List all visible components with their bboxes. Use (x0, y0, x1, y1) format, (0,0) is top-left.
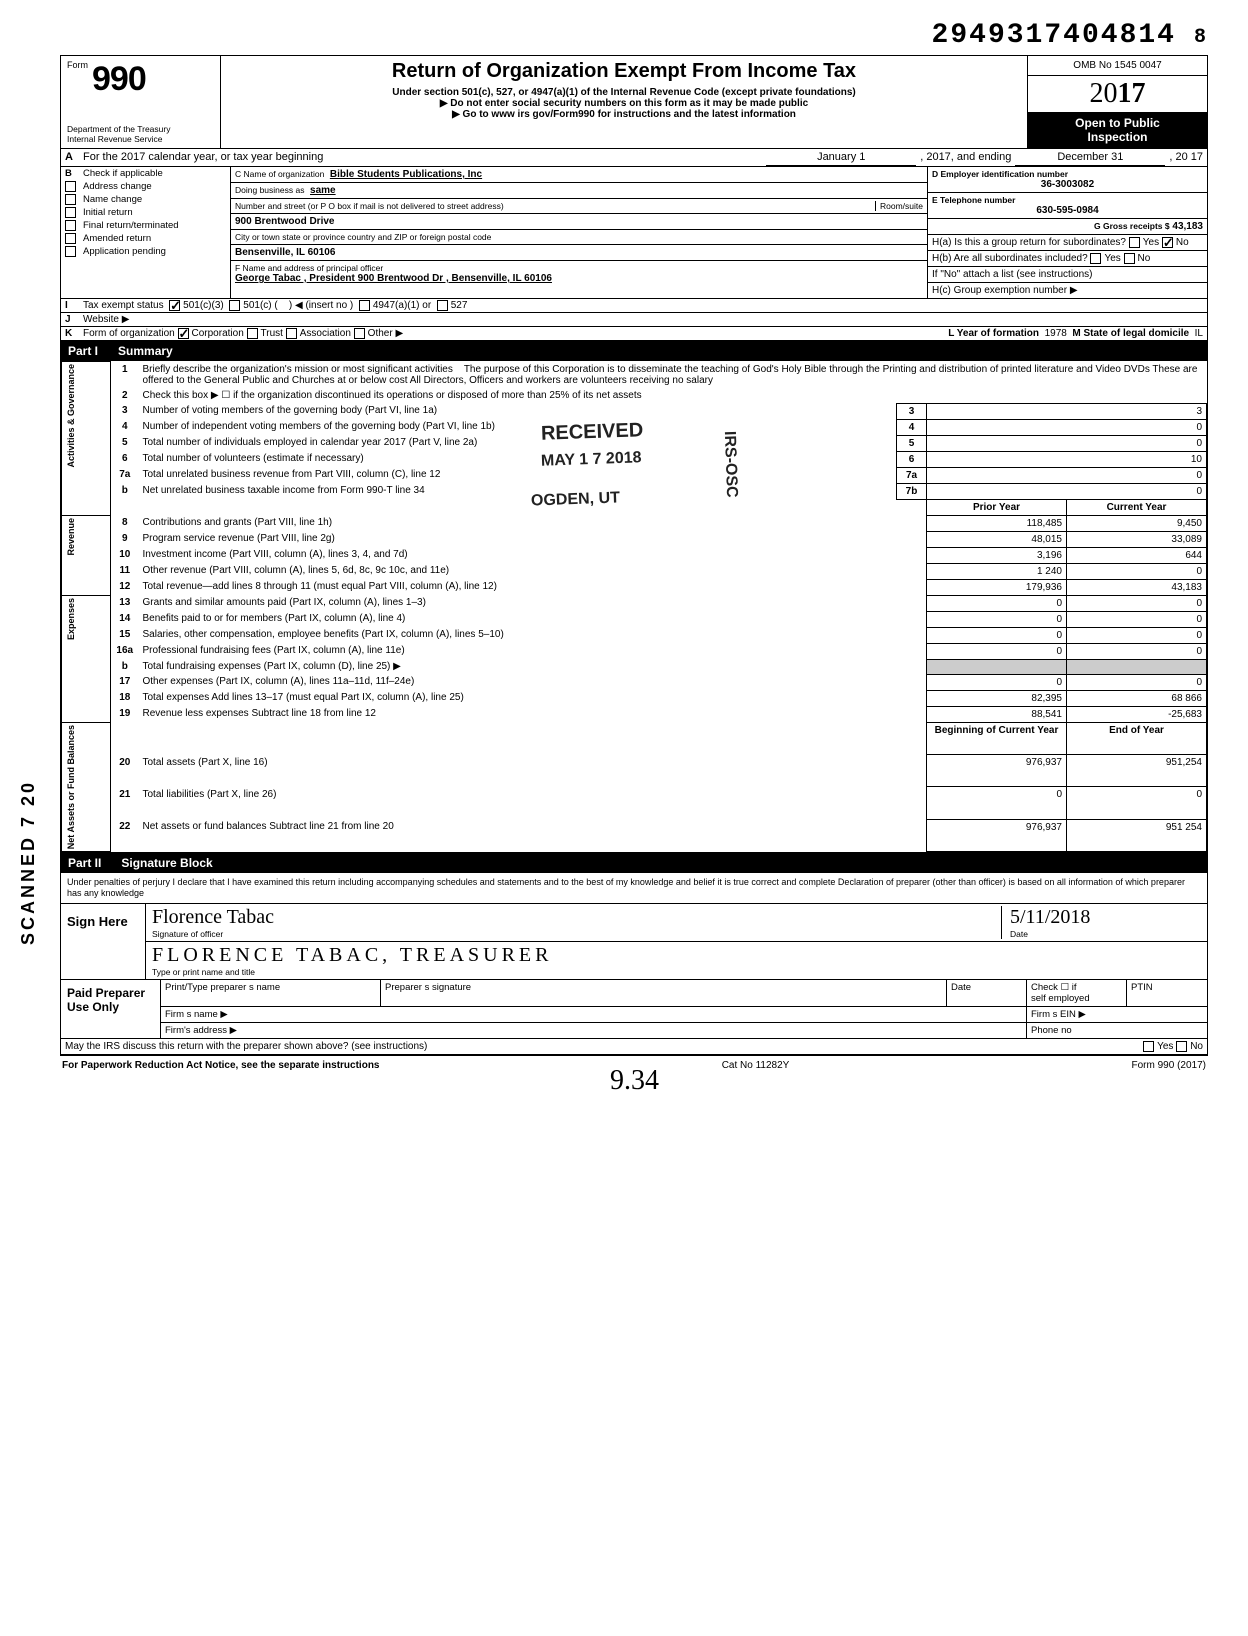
sign-here-label: Sign Here (61, 904, 146, 979)
signature-date: 5/11/2018 (1010, 906, 1201, 929)
subtitle-2: ▶ Do not enter social security numbers o… (229, 98, 1019, 109)
tax-year: 2017 (1028, 76, 1207, 112)
chk-other[interactable] (354, 328, 365, 339)
chk-final-return[interactable] (65, 220, 76, 231)
row-a-tax-year: A For the 2017 calendar year, or tax yea… (60, 149, 1208, 167)
may-irs-discuss: May the IRS discuss this return with the… (60, 1039, 1208, 1055)
handwritten-bottom-number: 9.34 (610, 1065, 1248, 1097)
chk-discuss-yes[interactable] (1143, 1041, 1154, 1052)
document-id-number: 29493174048148 (60, 20, 1208, 51)
perjury-declaration: Under penalties of perjury I declare tha… (61, 873, 1207, 904)
chk-501c3[interactable] (169, 300, 180, 311)
side-netassets: Net Assets or Fund Balances (66, 725, 76, 849)
chk-name-change[interactable] (65, 194, 76, 205)
chk-corporation[interactable] (178, 328, 189, 339)
chk-application-pending[interactable] (65, 246, 76, 257)
form-number: 990 (92, 60, 146, 99)
chk-501c[interactable] (229, 300, 240, 311)
chk-527[interactable] (437, 300, 448, 311)
rows-ijk: I Tax exempt status 501(c)(3) 501(c) ( )… (60, 299, 1208, 341)
paid-preparer-label: Paid Preparer Use Only (61, 980, 161, 1038)
form-label: Form (67, 60, 88, 70)
part-ii-header: Part II Signature Block (60, 853, 1208, 873)
chk-hb-no[interactable] (1124, 253, 1135, 264)
subtitle-1: Under section 501(c), 527, or 4947(a)(1)… (229, 87, 1019, 98)
side-governance: Activities & Governance (66, 364, 76, 468)
col-c-org-info: C Name of organization Bible Students Pu… (231, 167, 927, 298)
chk-ha-no[interactable] (1162, 237, 1173, 248)
omb-number: OMB No 1545 0047 (1028, 56, 1207, 76)
officer-name-printed: FLORENCE TABAC, TREASURER (152, 944, 1201, 967)
form-header: Form 990 Department of the Treasury Inte… (60, 55, 1208, 149)
col-b-checkboxes: BCheck if applicable Address change Name… (61, 167, 231, 298)
side-revenue: Revenue (66, 518, 76, 556)
chk-ha-yes[interactable] (1129, 237, 1140, 248)
form-title: Return of Organization Exempt From Incom… (229, 60, 1019, 83)
scanned-stamp: SCANNED 7 20 (18, 780, 39, 945)
dept-irs: Internal Revenue Service (67, 135, 214, 144)
part-i-summary: Activities & Governance 1 Briefly descri… (60, 361, 1208, 853)
chk-hb-yes[interactable] (1090, 253, 1101, 264)
chk-amended-return[interactable] (65, 233, 76, 244)
chk-trust[interactable] (247, 328, 258, 339)
subtitle-3: ▶ Go to www irs gov/Form990 for instruct… (229, 109, 1019, 120)
chk-discuss-no[interactable] (1176, 1041, 1187, 1052)
side-expenses: Expenses (66, 598, 76, 640)
col-d-ids: D Employer identification number36-30030… (927, 167, 1207, 298)
chk-4947[interactable] (359, 300, 370, 311)
chk-address-change[interactable] (65, 181, 76, 192)
section-bcd: BCheck if applicable Address change Name… (60, 167, 1208, 299)
part-i-header: Part I Summary (60, 341, 1208, 361)
officer-signature: Florence Tabac (152, 906, 1001, 929)
chk-initial-return[interactable] (65, 207, 76, 218)
chk-association[interactable] (286, 328, 297, 339)
signature-block: Under penalties of perjury I declare tha… (60, 873, 1208, 980)
paid-preparer-block: Paid Preparer Use Only Print/Type prepar… (60, 980, 1208, 1039)
open-to-public: Open to Public Inspection (1028, 112, 1207, 148)
